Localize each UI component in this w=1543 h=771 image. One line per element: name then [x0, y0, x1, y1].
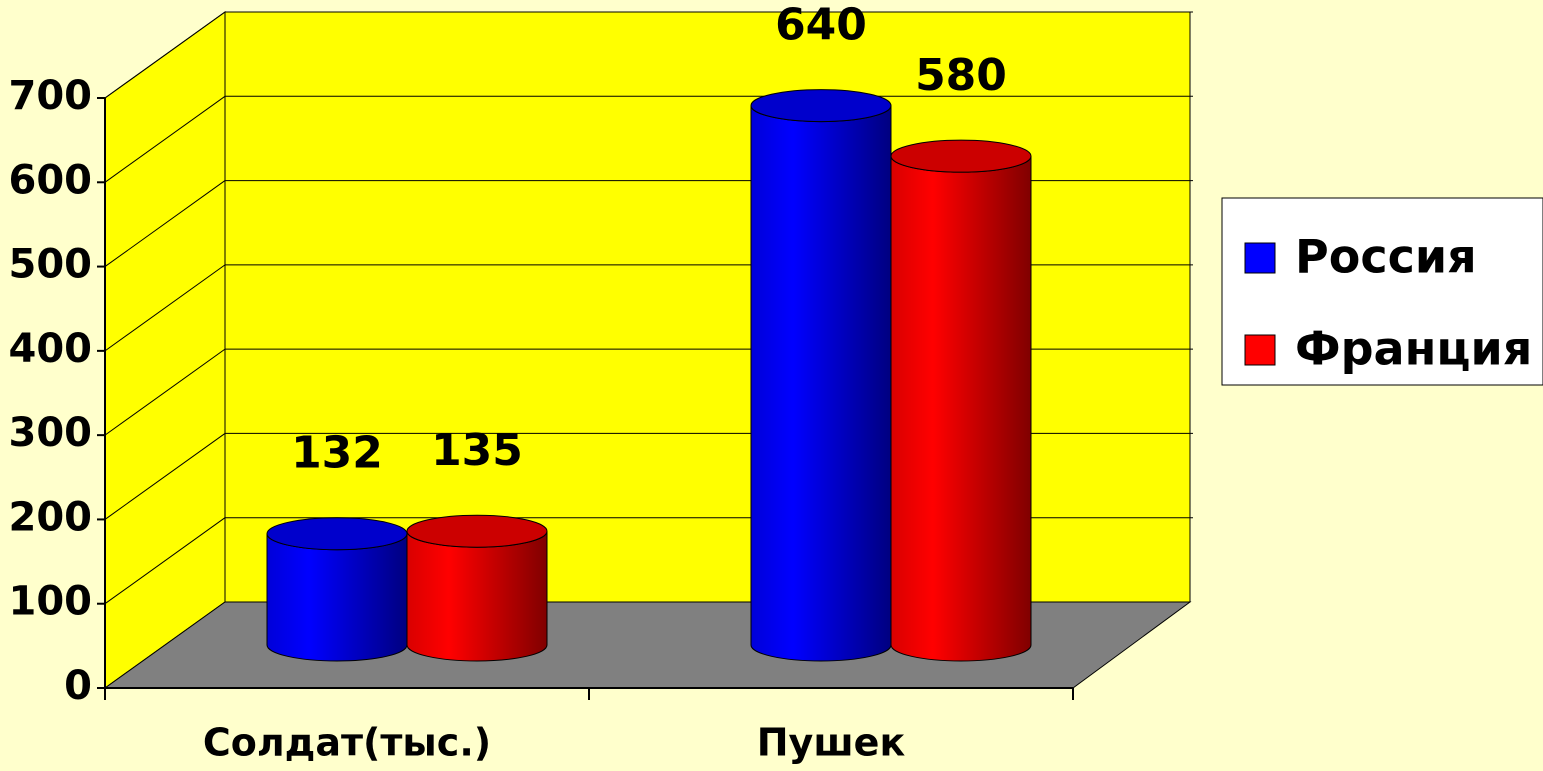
back-wall [224, 11, 1191, 603]
legend-label: Россия [1295, 230, 1477, 284]
y-tick-label: 300 [9, 410, 93, 456]
grid-line [104, 348, 226, 436]
y-tick-label: 0 [64, 663, 92, 709]
x-tick-label: Солдат(тыс.) [203, 721, 491, 765]
value-label: 640 [775, 0, 867, 51]
value-label: 580 [915, 50, 1007, 101]
x-tick-label: Пушек [757, 721, 906, 765]
grid-line [104, 95, 226, 183]
legend-swatch [1244, 334, 1276, 366]
value-label: 132 [291, 428, 383, 479]
cylinder-shade [267, 533, 407, 661]
cylinder-shade [891, 156, 1031, 661]
y-tick-label: 600 [9, 157, 93, 203]
value-label: 135 [431, 425, 523, 476]
cylinder-top-shade [407, 515, 547, 548]
grid-line [104, 264, 226, 352]
cylinder-top [406, 514, 548, 548]
grid-line [104, 11, 226, 99]
y-tick-label: 700 [9, 73, 93, 119]
y-tick-label: 100 [9, 579, 93, 625]
cylinder-top [890, 139, 1032, 173]
y-tick-label: 500 [9, 242, 93, 288]
cylinder-shade [751, 105, 891, 662]
cylinder-top-shade [751, 89, 891, 122]
grid-line [104, 433, 226, 520]
grid-line [104, 180, 226, 267]
cylinder-shade [407, 531, 547, 661]
cylinder-top [750, 89, 892, 123]
grid-line [104, 517, 226, 605]
y-tick-label: 400 [9, 326, 93, 372]
y-tick-label: 200 [9, 494, 93, 540]
cylinder-top-shade [267, 517, 407, 550]
legend-label: Франция [1295, 322, 1532, 376]
legend-swatch [1244, 242, 1276, 274]
cylinder-top-shade [891, 140, 1031, 173]
side-wall [104, 11, 226, 689]
